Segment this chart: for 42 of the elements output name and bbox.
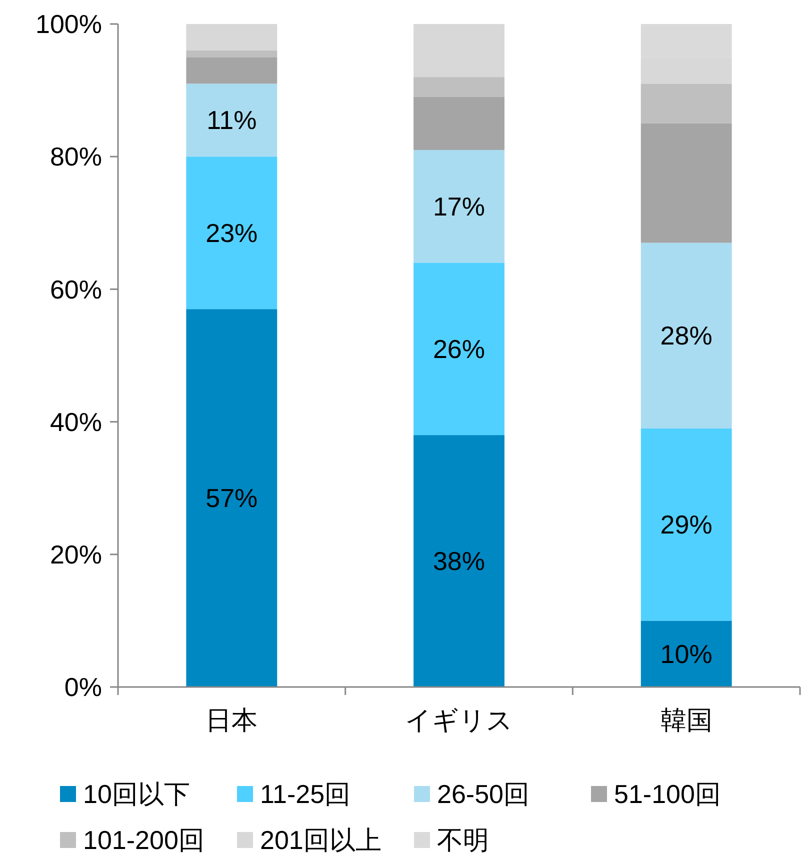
y-tick-label: 20% <box>50 540 102 570</box>
bar <box>640 620 732 687</box>
bar <box>186 156 278 310</box>
bar <box>640 123 732 243</box>
legend-label: 不明 <box>437 825 489 855</box>
bar <box>414 150 504 263</box>
data-label: 23% <box>206 218 258 248</box>
bar <box>640 242 732 428</box>
bar <box>414 262 504 436</box>
y-tick-label: 0% <box>64 672 102 702</box>
y-tick-label: 40% <box>50 406 102 437</box>
data-label: 17% <box>432 191 486 222</box>
legend-label: 101-200回 <box>83 825 204 855</box>
bar <box>414 435 504 687</box>
x-tick-label: イギリス <box>405 705 513 735</box>
data-label: 10% <box>660 638 712 669</box>
x-tick-label: 韓国 <box>660 705 712 735</box>
bar <box>640 428 732 621</box>
bar <box>414 96 504 150</box>
legend-label: 51-100回 <box>614 779 721 810</box>
bar <box>640 84 732 124</box>
y-tick-label: 100% <box>36 9 102 40</box>
bar <box>186 309 278 687</box>
legend-label: 26-50回 <box>437 779 530 810</box>
bar <box>186 57 278 84</box>
bar <box>186 50 278 58</box>
legend-label: 201回以上 <box>260 825 382 855</box>
bar <box>414 77 504 97</box>
legend-label: 11-25回 <box>260 779 351 810</box>
bar <box>186 84 278 157</box>
data-label: 26% <box>432 334 486 364</box>
y-tick-label: 80% <box>50 142 102 172</box>
y-tick-label: 60% <box>50 274 102 304</box>
data-label: 11% <box>206 105 257 136</box>
bar <box>414 24 504 78</box>
data-label: 57% <box>206 483 258 514</box>
data-label: 29% <box>660 510 712 540</box>
legend-label: 10回以下 <box>83 779 190 810</box>
bar <box>186 24 278 51</box>
data-label: 28% <box>660 320 712 351</box>
x-tick-label: 日本 <box>206 705 258 735</box>
data-label: 38% <box>432 546 486 576</box>
